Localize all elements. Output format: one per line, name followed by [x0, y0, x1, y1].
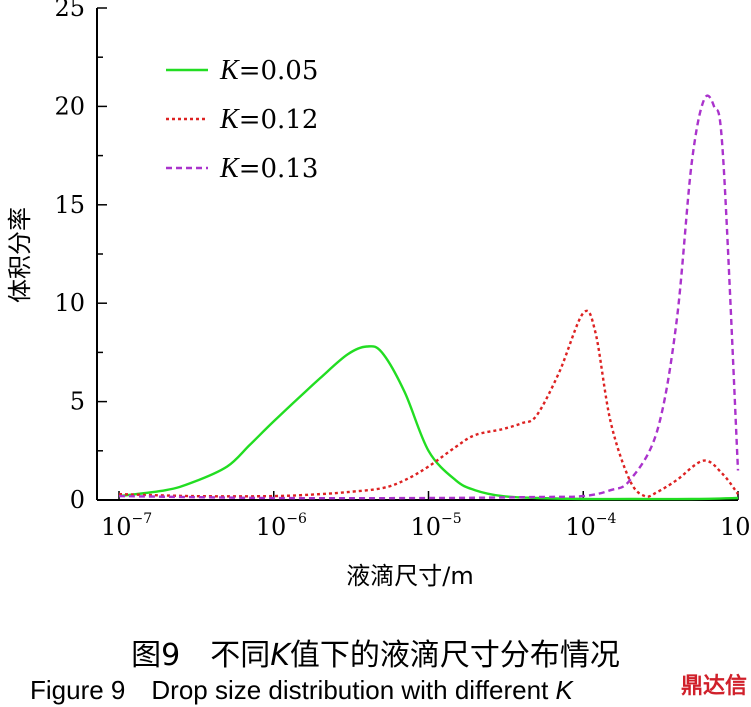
legend-label: K=0.13: [219, 153, 318, 184]
series-layer: [118, 94, 740, 501]
y-tick-label: 5: [70, 388, 85, 416]
caption-en-k: K: [555, 675, 573, 705]
caption-cn-prefix: 图9 不同: [131, 638, 271, 673]
y-tick-label: 25: [54, 0, 85, 22]
caption-cn-suffix: 值下的液滴尺寸分布情况: [289, 638, 620, 673]
series-line-2: [118, 309, 739, 498]
x-tick-label: 10−6: [256, 511, 307, 541]
x-tick-label: 10−7: [101, 511, 152, 541]
x-tick-label: 10−4: [565, 511, 616, 541]
legend-label: K=0.12: [219, 104, 318, 135]
x-axis-title: 液滴尺寸/m: [346, 562, 473, 590]
y-axis: 0 5 10 15 20 25: [54, 0, 107, 514]
series-line-3: [118, 94, 740, 500]
watermark-logo: 鼎达信: [680, 674, 747, 699]
x-tick-label: 10−5: [411, 511, 462, 541]
caption-cn-k: K: [270, 638, 290, 673]
figure-caption-chinese: 图9 不同K值下的液滴尺寸分布情况: [0, 630, 751, 674]
legend: K=0.05 K=0.12 K=0.13: [166, 55, 318, 184]
y-axis-title: 体积分率: [6, 207, 34, 303]
y-tick-label: 10: [54, 289, 85, 317]
y-tick-label: 0: [70, 486, 85, 514]
caption-en-prefix: Figure 9 Drop size distribution with dif…: [30, 675, 556, 705]
y-tick-label: 20: [54, 92, 85, 120]
x-tick-label: 10−3: [720, 511, 751, 541]
legend-label: K=0.05: [219, 55, 318, 86]
y-tick-label: 15: [54, 191, 85, 219]
series-line-1: [118, 345, 739, 501]
figure-caption-english: Figure 9 Drop size distribution with dif…: [30, 670, 573, 707]
